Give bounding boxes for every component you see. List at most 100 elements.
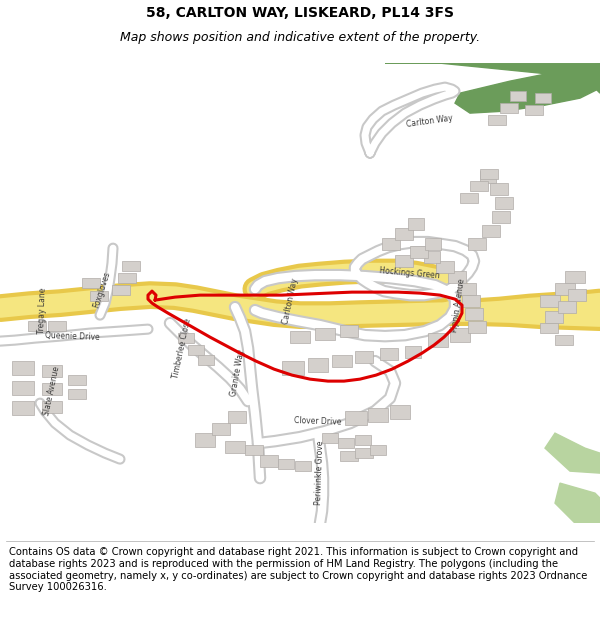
Bar — [195, 433, 215, 447]
Bar — [436, 261, 454, 273]
Bar — [558, 301, 576, 313]
Bar — [355, 435, 371, 445]
Polygon shape — [545, 433, 600, 473]
Bar — [332, 355, 352, 367]
Bar — [510, 91, 526, 101]
Text: Map shows position and indicative extent of the property.: Map shows position and indicative extent… — [120, 31, 480, 44]
Bar — [368, 408, 388, 422]
Polygon shape — [455, 63, 600, 113]
Text: Granite Way: Granite Way — [229, 349, 247, 398]
Bar — [338, 438, 354, 448]
Bar — [470, 181, 488, 191]
Text: Foxgloves: Foxgloves — [92, 270, 112, 309]
Bar — [12, 381, 34, 395]
Bar — [390, 405, 410, 419]
Bar — [448, 271, 466, 283]
Bar — [278, 459, 294, 469]
Bar — [198, 355, 214, 365]
Bar — [545, 311, 563, 323]
Bar — [12, 361, 34, 375]
Bar — [225, 441, 245, 453]
Bar — [465, 308, 483, 320]
Bar — [410, 246, 428, 258]
Bar — [228, 411, 246, 423]
Bar — [500, 103, 518, 113]
Bar — [122, 261, 140, 271]
Bar — [42, 365, 62, 377]
Bar — [395, 255, 413, 267]
Bar — [322, 433, 338, 443]
Bar — [555, 283, 575, 295]
Bar — [118, 273, 136, 283]
Bar — [395, 228, 413, 240]
Bar — [188, 345, 204, 355]
Bar — [458, 283, 476, 295]
Bar — [535, 93, 551, 103]
Text: Slate Avenue: Slate Avenue — [43, 366, 62, 417]
Bar — [42, 383, 62, 395]
Bar — [42, 401, 62, 413]
Text: Timberlee Close: Timberlee Close — [171, 317, 193, 379]
Bar — [488, 115, 506, 125]
Bar — [355, 351, 373, 363]
Bar — [540, 295, 560, 307]
Bar — [315, 328, 335, 340]
Text: Periwinkle Grove: Periwinkle Grove — [314, 441, 326, 506]
Bar — [450, 328, 470, 342]
Bar — [468, 238, 486, 250]
Bar — [345, 411, 367, 425]
Bar — [290, 331, 310, 343]
Bar — [355, 448, 373, 458]
Text: Carlton Way: Carlton Way — [281, 278, 299, 325]
Text: Tregay Lane: Tregay Lane — [37, 288, 47, 334]
Bar — [540, 323, 558, 333]
Bar — [405, 346, 421, 358]
Text: Pippin Avenue: Pippin Avenue — [450, 278, 466, 332]
Bar — [408, 218, 424, 230]
Bar — [68, 389, 86, 399]
Bar — [48, 321, 66, 331]
Text: Hockings Green: Hockings Green — [379, 266, 440, 280]
Bar — [340, 325, 358, 337]
Bar — [555, 335, 573, 345]
Bar — [495, 197, 513, 209]
Bar — [82, 278, 100, 288]
Bar — [178, 333, 194, 343]
Bar — [525, 105, 543, 115]
Bar — [308, 358, 328, 372]
Bar — [282, 361, 304, 375]
Bar — [568, 289, 586, 301]
Text: Contains OS data © Crown copyright and database right 2021. This information is : Contains OS data © Crown copyright and d… — [9, 548, 587, 592]
Bar — [480, 169, 498, 179]
Bar — [112, 285, 130, 295]
Bar — [340, 451, 358, 461]
Bar — [462, 295, 480, 307]
Text: Queenie Drive: Queenie Drive — [44, 331, 100, 342]
Bar — [295, 461, 311, 471]
Text: Carlton Way: Carlton Way — [406, 113, 454, 129]
Bar — [492, 211, 510, 223]
Polygon shape — [385, 63, 600, 93]
Bar — [490, 183, 508, 195]
Bar — [90, 291, 108, 301]
Bar — [260, 455, 278, 467]
Bar — [245, 445, 263, 455]
Bar — [482, 225, 500, 237]
Bar — [12, 401, 34, 415]
Bar — [424, 251, 440, 263]
Bar — [380, 348, 398, 360]
Bar — [425, 238, 441, 250]
Bar — [468, 321, 486, 333]
Text: Clover Drive: Clover Drive — [294, 416, 342, 426]
Bar — [370, 445, 386, 455]
Bar — [28, 321, 46, 331]
Bar — [565, 271, 585, 283]
Bar — [428, 333, 448, 347]
Text: 58, CARLTON WAY, LISKEARD, PL14 3FS: 58, CARLTON WAY, LISKEARD, PL14 3FS — [146, 6, 454, 20]
Bar — [460, 193, 478, 203]
Bar — [382, 238, 400, 250]
Polygon shape — [555, 483, 600, 523]
Bar — [480, 171, 496, 183]
Bar — [212, 423, 230, 435]
Bar — [68, 375, 86, 385]
